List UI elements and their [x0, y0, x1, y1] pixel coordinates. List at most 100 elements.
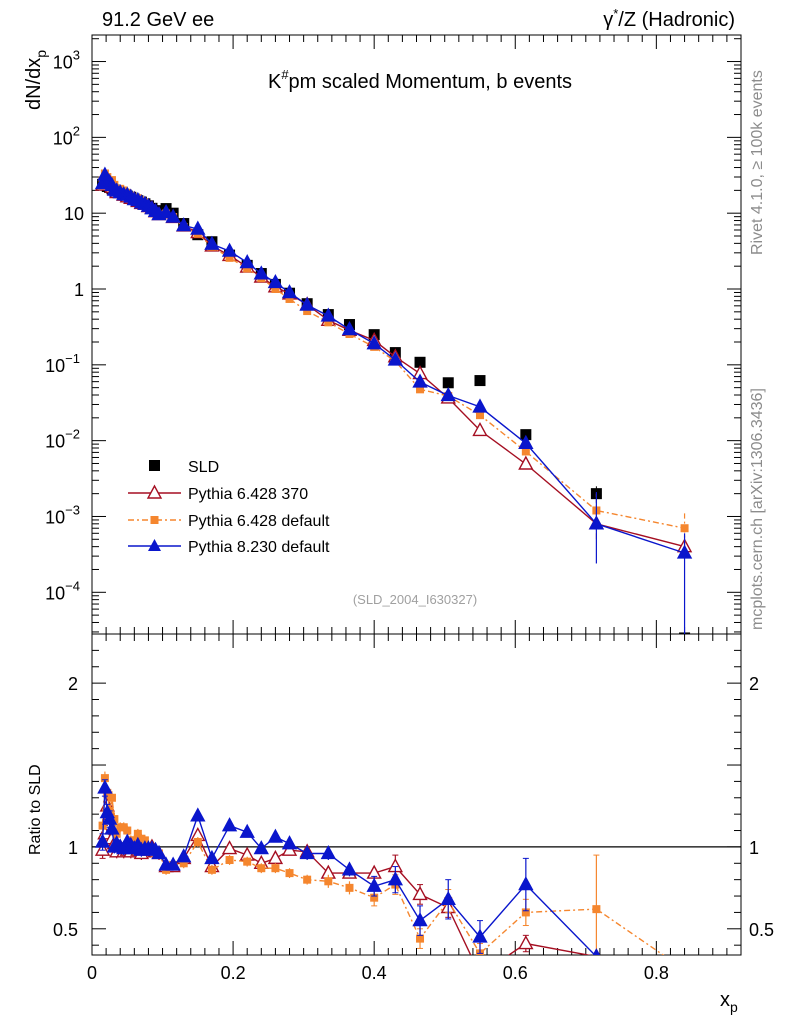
ratio-plot-data [92, 771, 741, 983]
y-tick-label: 1 [74, 280, 84, 300]
series-point-ratio-p8 [387, 871, 404, 886]
ratio-plot-frame [91, 633, 742, 956]
series-point-main-p8 [341, 321, 358, 336]
x-tick-label: 0.2 [221, 963, 246, 983]
series-point-main-p6def [680, 524, 689, 533]
series-line-ratio-p370 [101, 805, 592, 955]
series-point-ratio-p6def [133, 829, 142, 838]
series-point-main-p8 [440, 386, 456, 402]
series-point-ratio-p6def [123, 826, 132, 835]
series-point-main-p8 [412, 373, 428, 388]
series-point-main-p6def [243, 264, 252, 273]
y-tick-label: 10−4 [45, 578, 80, 603]
series-point-main-p8 [676, 544, 693, 559]
series-point-ratio-p8 [176, 848, 192, 863]
series-point-main-p8 [299, 296, 315, 311]
series-point-ratio-p8 [239, 823, 255, 838]
series-point-ratio-p6def [243, 857, 252, 866]
series-point-ratio-p8 [151, 844, 167, 860]
series-point-ratio-p6def [207, 865, 216, 874]
series-point-ratio-p8 [97, 779, 113, 794]
series-point-main-p6def [303, 307, 312, 316]
series-point-main-p8 [588, 515, 605, 530]
series-point-main-p370 [472, 421, 488, 437]
series-point-ratio-p8 [299, 844, 315, 860]
x-tick-label: 0.4 [362, 963, 387, 983]
series-point-ratio-p6def [345, 883, 354, 892]
y-tick-label: 10−1 [45, 351, 80, 376]
series-point-ratio-p6def [285, 869, 294, 878]
series-point-main-p6def [416, 385, 425, 394]
series-point-ratio-p8 [190, 807, 206, 822]
series-point-main-p8 [204, 235, 220, 250]
series-point-ratio-p8 [104, 820, 120, 835]
series-point-ratio-p6def [416, 934, 425, 943]
series-point-main-p8 [387, 351, 404, 366]
series-point-ratio-p8 [101, 810, 118, 825]
ratio-y-tick-label-right: 0.5 [749, 920, 774, 940]
ratio-y-tick-label-right: 1 [749, 838, 759, 858]
series-point-ratio-p8 [366, 877, 382, 892]
x-axis-label: xp [720, 989, 738, 1015]
series-point-ratio-p6def [303, 875, 312, 884]
series-point-main-p370 [518, 455, 534, 470]
x-tick-label: 0 [87, 963, 97, 983]
series-point-ratio-p8 [678, 971, 691, 983]
series-point-ratio-p370 [221, 840, 238, 855]
series-point-ratio-p6def [681, 966, 689, 974]
series-point-ratio-p8 [472, 928, 488, 943]
legend: SLD Pythia 6.428 370 Pythia 6.428 defaul… [128, 459, 330, 556]
series-point-ratio-p8 [204, 849, 220, 865]
series-point-main-p6def [521, 447, 530, 456]
series-point-ratio-p6def [592, 905, 601, 914]
chart-title: K#pm scaled Momentum, b events [268, 67, 572, 93]
legend-label-p370: Pythia 6.428 370 [188, 486, 308, 503]
mcplots-label: mcplots.cern.ch [arXiv:1306.3436] [749, 388, 766, 630]
series-point-ratio-p6def [225, 856, 234, 865]
series-point-main-p6def [285, 294, 294, 303]
main-plot-data [94, 166, 693, 634]
series-point-main-p8 [366, 335, 382, 350]
y-axis-label-main: dN/dxp [23, 50, 49, 110]
series-point-ratio-p8 [165, 856, 181, 871]
legend-label-p6def: Pythia 6.428 default [188, 513, 330, 530]
series-point-ratio-p370 [473, 968, 486, 980]
y-axis-label-ratio: Ratio to SLD [27, 764, 44, 855]
series-point-ratio-p6def [98, 821, 107, 830]
series-point-main-p8 [239, 254, 255, 269]
legend-marker-p8 [148, 539, 161, 551]
series-point-ratio-p8 [592, 948, 601, 955]
y-tick-label: 102 [53, 123, 80, 148]
series-point-main-p8 [190, 220, 206, 235]
header-process: γ*/Z (Hadronic) [603, 6, 735, 31]
sld-point [414, 356, 426, 368]
series-point-ratio-p6def [110, 815, 119, 824]
series-point-ratio-p6def [257, 864, 266, 873]
series-point-ratio-p8 [94, 833, 111, 848]
series-point-main-p8 [158, 203, 174, 219]
series-point-ratio-p8 [341, 861, 358, 876]
rivet-label: Rivet 4.1.0, ≥ 100k events [749, 70, 766, 255]
series-point-ratio-p6def [271, 864, 280, 873]
sld-point [520, 429, 532, 441]
series-point-ratio-p8 [281, 835, 298, 850]
legend-label-sld: SLD [188, 459, 219, 476]
ratio-y-tick-label: 0.5 [53, 920, 78, 940]
series-point-main-p8 [320, 307, 336, 322]
series-point-ratio-p6def [100, 774, 109, 783]
legend-marker-p6def [150, 516, 159, 524]
series-point-main-p6def [475, 411, 484, 420]
sld-point [442, 377, 454, 389]
series-point-ratio-p6def [370, 893, 379, 902]
x-tick-label: 0.8 [644, 963, 669, 983]
header-energy: 91.2 GeV ee [102, 9, 214, 31]
series-point-ratio-p8 [320, 844, 336, 860]
ratio-y-tick-label: 2 [68, 674, 78, 694]
series-point-ratio-p6def [193, 837, 202, 846]
sld-point [474, 375, 486, 387]
series-point-ratio-p6def [521, 908, 530, 917]
series-point-main-p8 [253, 265, 269, 280]
series-point-main-p8 [267, 274, 284, 289]
